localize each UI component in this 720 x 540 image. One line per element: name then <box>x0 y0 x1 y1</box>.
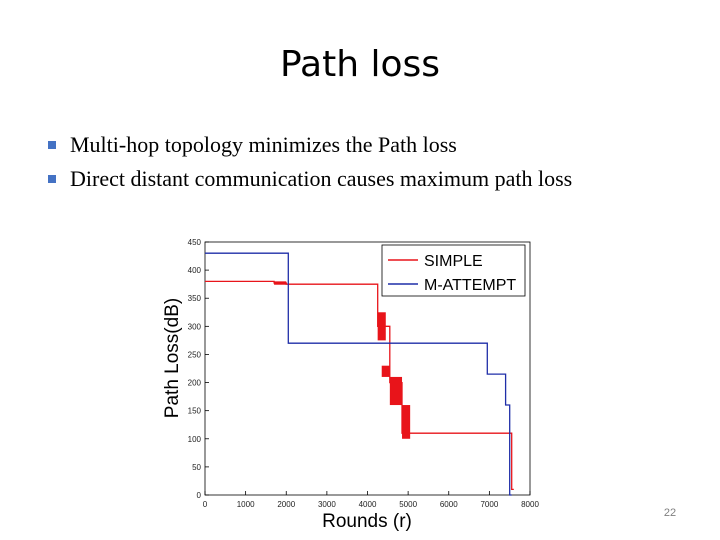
y-tick-label: 150 <box>188 407 202 416</box>
x-tick-label: 5000 <box>399 500 417 509</box>
series-line-simple <box>205 280 514 491</box>
y-tick-label: 0 <box>197 491 202 500</box>
bullet-text: Multi-hop topology minimizes the Path lo… <box>70 132 457 157</box>
x-tick-label: 7000 <box>480 500 498 509</box>
bullet-item: Multi-hop topology minimizes the Path lo… <box>48 128 572 162</box>
y-tick-label: 250 <box>188 350 202 359</box>
bullet-list: Multi-hop topology minimizes the Path lo… <box>48 128 572 196</box>
y-tick-label: 400 <box>188 266 202 275</box>
bullet-text: Direct distant communication causes maxi… <box>70 166 573 191</box>
series-band-simple <box>402 405 411 439</box>
y-tick-label: 50 <box>192 463 201 472</box>
y-ticks: 0 50 100 150 200 250 300 350 400 450 <box>188 238 209 500</box>
y-tick-label: 350 <box>188 294 202 303</box>
legend-label-m-attempt: M-ATTEMPT <box>424 277 516 294</box>
x-axis-label: Rounds (r) <box>322 511 412 532</box>
y-axis-label: Path Loss(dB) <box>162 298 183 418</box>
square-bullet-icon <box>48 141 56 149</box>
y-tick-label: 200 <box>188 379 202 388</box>
square-bullet-icon <box>48 175 56 183</box>
x-ticks: 0 1000 2000 3000 4000 5000 6000 7000 8000 <box>203 491 539 509</box>
x-tick-label: 0 <box>203 500 208 509</box>
x-tick-label: 4000 <box>359 500 377 509</box>
x-tick-label: 3000 <box>318 500 336 509</box>
bullet-item: Direct distant communication causes maxi… <box>48 162 572 196</box>
series-line-m-attempt <box>205 252 512 496</box>
x-tick-label: 8000 <box>521 500 539 509</box>
legend-box <box>381 244 526 297</box>
x-tick-label: 1000 <box>237 500 255 509</box>
y-tick-label: 450 <box>188 238 202 247</box>
series-band-simple <box>381 365 390 377</box>
y-tick-label: 100 <box>188 435 202 444</box>
page-number: 22 <box>663 507 677 519</box>
series-band-simple <box>389 376 403 406</box>
x-tick-label: 6000 <box>440 500 458 509</box>
legend-label-simple: SIMPLE <box>424 253 483 270</box>
y-tick-label: 300 <box>188 322 202 331</box>
x-tick-label: 2000 <box>277 500 295 509</box>
slide-title: Path loss <box>279 44 441 85</box>
series-layer <box>205 252 514 496</box>
legend: SIMPLE M-ATTEMPT <box>381 244 526 297</box>
